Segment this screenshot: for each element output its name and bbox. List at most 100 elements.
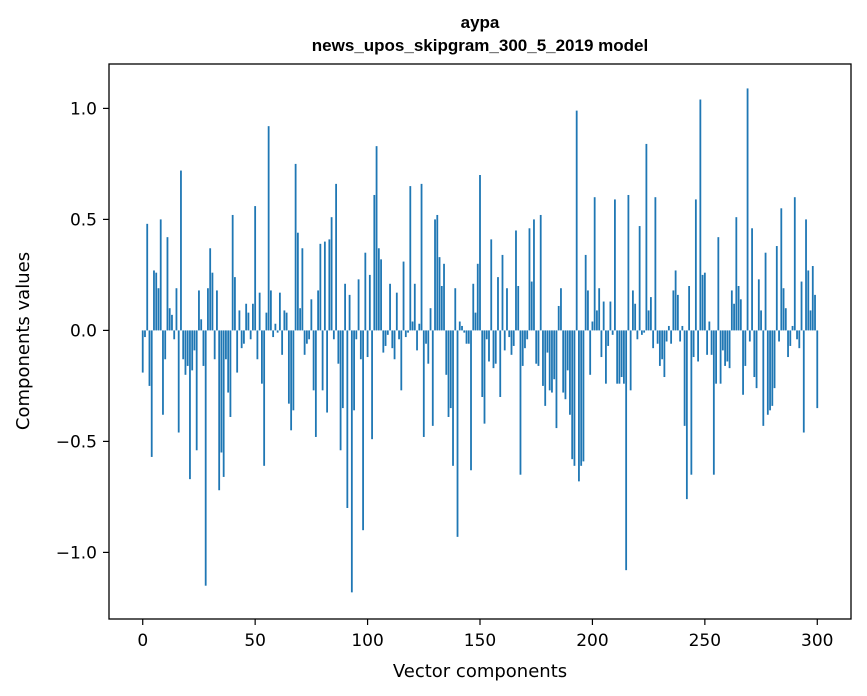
bar [688, 286, 691, 331]
bar [638, 226, 641, 331]
bar [368, 274, 371, 331]
bar [323, 241, 326, 331]
x-tick-label: 200 [576, 631, 608, 651]
bar [319, 243, 322, 331]
bar [515, 230, 517, 331]
bar [231, 214, 234, 331]
bar [371, 330, 373, 440]
bar [562, 330, 565, 393]
bar [742, 330, 744, 395]
bar [301, 248, 304, 331]
bar [580, 330, 583, 466]
bar [811, 266, 814, 331]
bar [476, 263, 479, 331]
bar [267, 126, 270, 331]
bar [697, 330, 699, 362]
bar [193, 330, 196, 351]
bar [751, 228, 753, 331]
bar [605, 330, 607, 384]
bar [258, 292, 261, 331]
bar [240, 330, 243, 349]
bar [344, 283, 346, 331]
bar [364, 252, 367, 331]
bar [168, 308, 171, 331]
bar [589, 330, 592, 375]
bar [290, 330, 293, 431]
bar [373, 194, 376, 331]
bar [330, 217, 333, 331]
bar [773, 330, 776, 389]
bar [164, 330, 167, 360]
bar [198, 290, 200, 331]
x-tick-label: 0 [137, 631, 148, 651]
bar [346, 330, 349, 508]
bar [530, 281, 533, 331]
bar [715, 330, 717, 384]
bar [470, 330, 472, 471]
bar [656, 330, 659, 344]
bar [575, 110, 578, 331]
bar [528, 228, 531, 331]
bar [391, 330, 394, 349]
bar [780, 208, 783, 331]
bar [234, 277, 236, 331]
bar [144, 330, 146, 338]
bar [420, 183, 423, 331]
bar [162, 330, 164, 415]
bar [587, 290, 589, 331]
bar [341, 330, 344, 409]
y-axis-label: Components values [13, 252, 34, 430]
bar [607, 330, 610, 346]
y-axis-ticks: −1.0 −0.5 0.0 0.5 1.0 [56, 99, 109, 563]
bar [213, 330, 216, 360]
bar [681, 325, 684, 331]
bar [416, 330, 418, 351]
bar [155, 272, 158, 331]
plot-area-frame [108, 63, 852, 620]
x-axis-ticks: 0 50 100 150 200 250 300 [137, 619, 833, 651]
bar [294, 163, 297, 331]
bars-layer [141, 88, 819, 593]
bar [332, 330, 335, 340]
bar [312, 330, 315, 391]
bar [634, 303, 637, 331]
bar [481, 330, 484, 397]
bar [706, 330, 708, 355]
bar [712, 330, 715, 475]
bar [440, 286, 443, 331]
bar [771, 330, 774, 406]
bar [411, 321, 414, 331]
bar [584, 254, 587, 331]
bar [564, 330, 567, 400]
bar [748, 330, 751, 342]
bar [789, 330, 792, 346]
bar [573, 330, 576, 466]
bar [443, 263, 445, 331]
bar [488, 330, 490, 362]
bar [461, 325, 463, 331]
bar [456, 330, 459, 537]
bar [744, 330, 747, 366]
bar [173, 330, 176, 340]
bar [182, 330, 185, 360]
bar [449, 330, 452, 409]
bar [757, 279, 760, 331]
bar [497, 277, 499, 331]
bar [807, 270, 810, 331]
bar [366, 330, 369, 358]
bar [609, 301, 612, 331]
bar [278, 292, 281, 331]
bar [413, 283, 416, 331]
bar [582, 330, 585, 462]
bar [452, 330, 454, 466]
bar [382, 330, 385, 353]
bar [578, 330, 580, 482]
bar [431, 330, 434, 426]
bar [778, 330, 780, 342]
bar [569, 330, 571, 415]
bar [629, 330, 632, 391]
bar [701, 274, 704, 331]
x-tick-label: 150 [464, 631, 496, 651]
bar [721, 330, 724, 351]
